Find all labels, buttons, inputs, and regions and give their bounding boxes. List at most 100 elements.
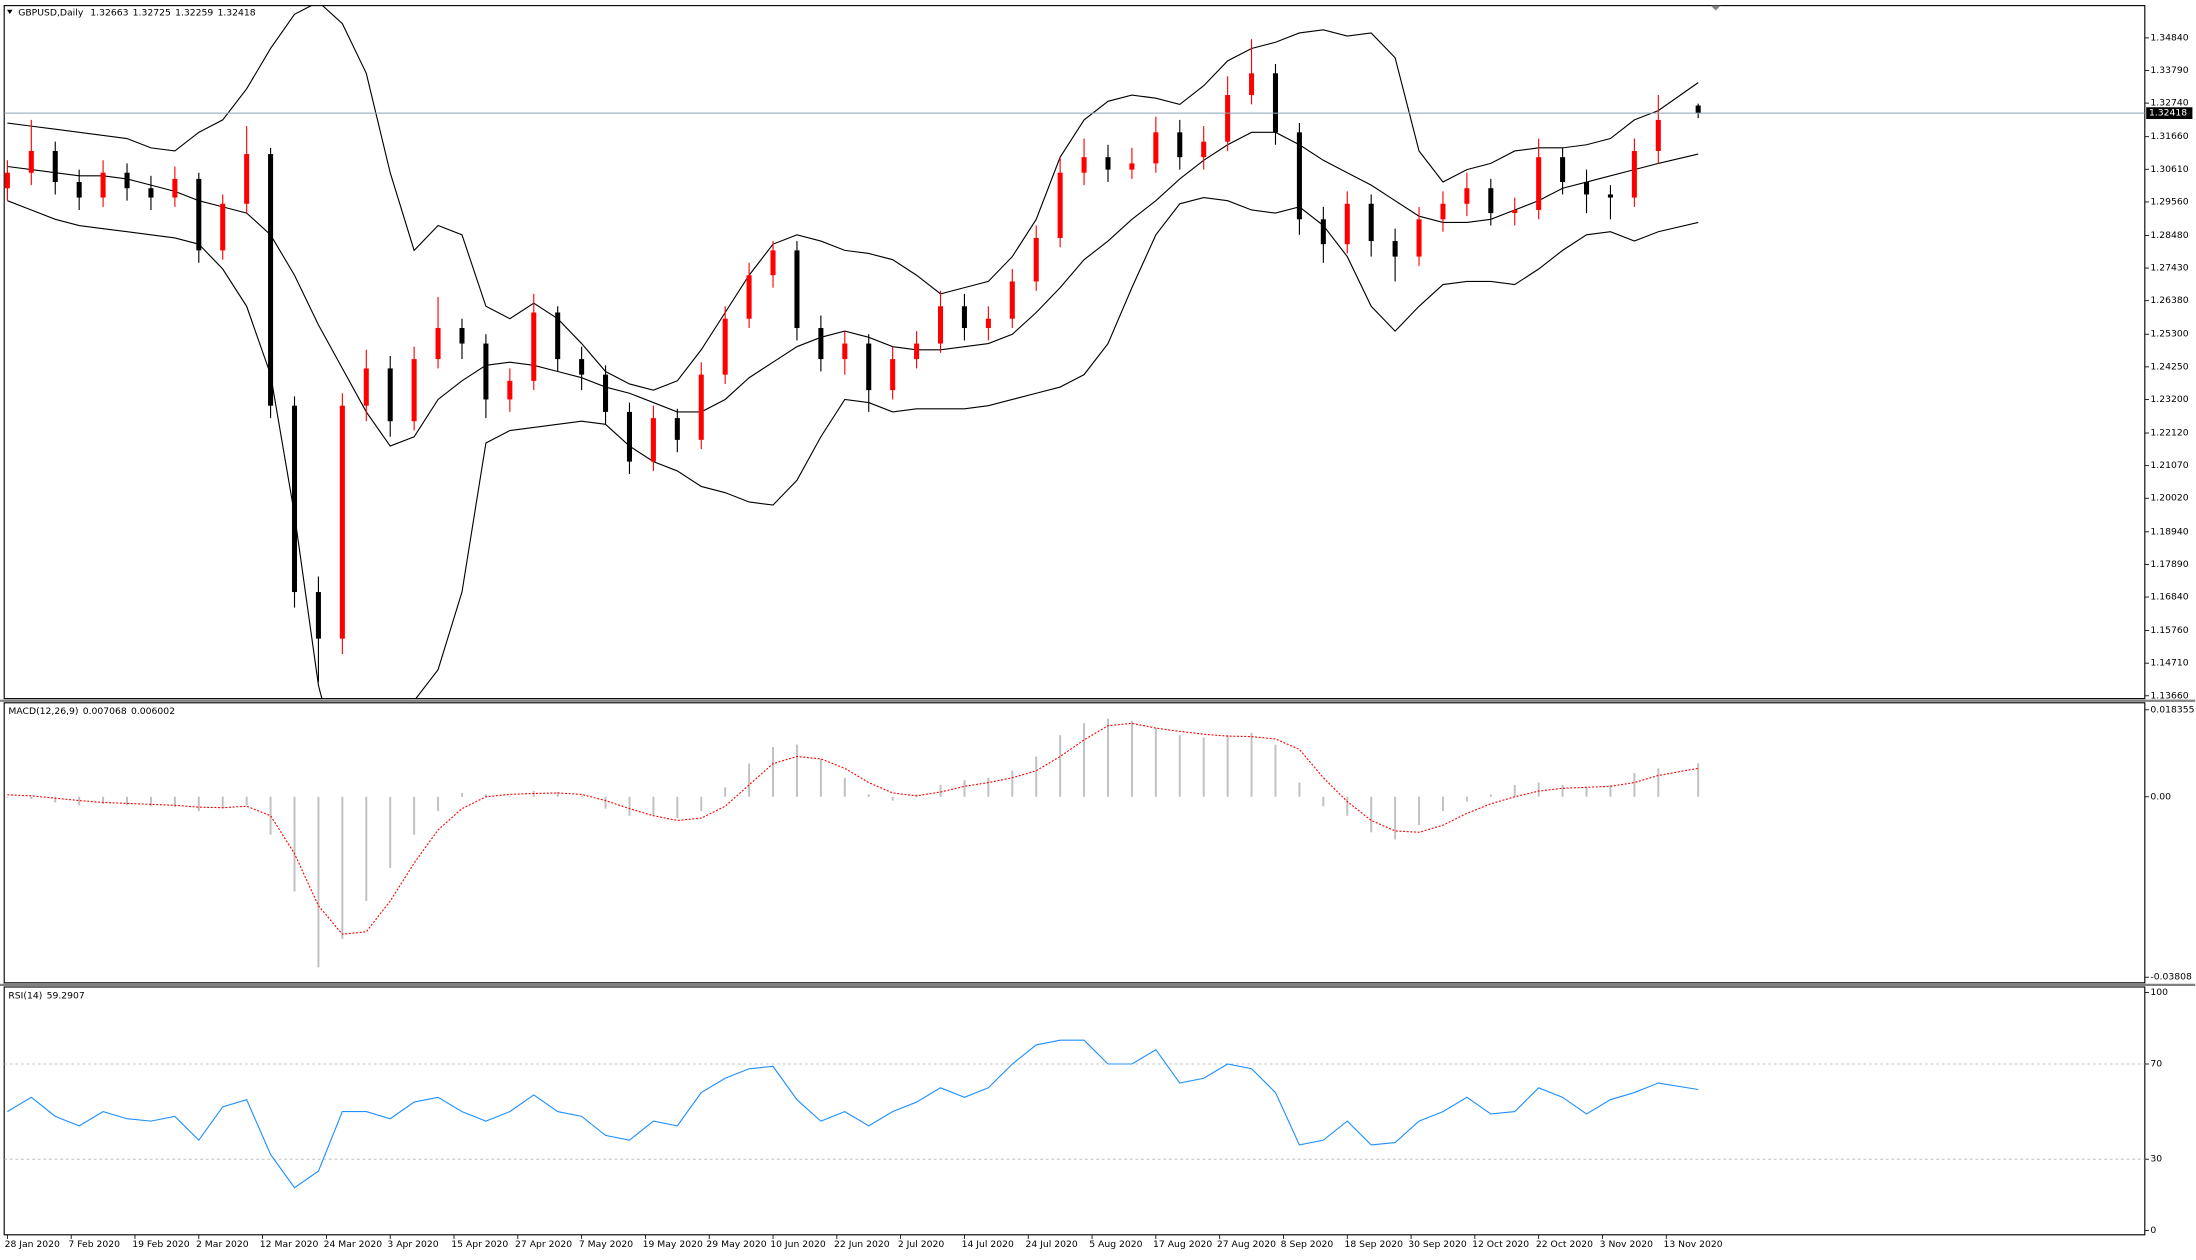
candle-body [1344, 203, 1350, 245]
candle-body [985, 318, 991, 329]
last-low: 1.32259 [175, 7, 213, 18]
y-tick-label: 1.20020 [2150, 493, 2188, 504]
candle-body [842, 343, 848, 360]
macd-bar [1226, 735, 1229, 797]
rsi-header: RSI(14) 59.2907 [8, 990, 84, 1001]
x-tick-label: 15 Apr 2020 [451, 1239, 508, 1250]
x-tick-label: 2 Jul 2020 [898, 1239, 945, 1250]
x-tick-label: 3 Apr 2020 [387, 1239, 438, 1250]
y-tick-label: 1.16840 [2150, 592, 2188, 603]
candle-body [1009, 281, 1015, 319]
macd-bar [676, 796, 679, 819]
bollinger-band [7, 196, 1699, 699]
x-tick-label: 27 Aug 2020 [1217, 1239, 1276, 1250]
candle-body [28, 150, 34, 173]
candle-body [698, 374, 704, 440]
candle-body [507, 380, 513, 400]
candle-body [603, 374, 609, 412]
candle-body [555, 312, 561, 360]
candle-body [339, 405, 345, 639]
menu-arrow[interactable] [7, 9, 13, 14]
y-tick-label: 1.13660 [2150, 690, 2188, 701]
y-tick-label: 1.27430 [2150, 263, 2188, 274]
x-tick-label: 28 Jan 2020 [5, 1239, 60, 1250]
rsi-title: RSI(14) [8, 990, 42, 1001]
candle-body [1296, 132, 1302, 220]
candle-body [52, 150, 58, 183]
macd-bar [1370, 796, 1373, 833]
macd-bar [341, 796, 344, 939]
candle-body [363, 368, 369, 406]
macd-bar [1274, 744, 1277, 797]
macd-bar [1697, 763, 1700, 797]
macd-bar [269, 796, 272, 835]
candle-body [1464, 188, 1470, 204]
y-tick-label: 1.23200 [2150, 394, 2188, 405]
macd-bar [149, 796, 152, 807]
x-tick-label: 2 Mar 2020 [196, 1239, 249, 1250]
y-tick-label: 1.25300 [2150, 329, 2188, 340]
x-tick-label: 12 Mar 2020 [260, 1239, 319, 1250]
candle-body [1584, 182, 1590, 195]
candle-body [1249, 73, 1255, 96]
candle-body [866, 343, 872, 391]
macd-bar [1513, 784, 1516, 797]
macd-bar [1657, 768, 1660, 797]
macd-bar [819, 758, 822, 797]
macd-bar [1298, 782, 1301, 797]
y-tick-label: -0.03808 [2150, 972, 2192, 983]
y-tick-label: 1.15760 [2150, 625, 2188, 636]
macd-histogram [6, 718, 1700, 968]
candle-body [579, 359, 585, 375]
candles [4, 39, 1701, 683]
macd-bar [939, 784, 942, 797]
x-tick-label: 8 Sep 2020 [1281, 1239, 1334, 1250]
candle-body [291, 405, 298, 593]
candle-body [1201, 141, 1207, 158]
symbol: GBPUSD,Daily [18, 7, 84, 18]
y-tick-label: 1.33790 [2150, 65, 2188, 76]
x-tick-label: 10 Jun 2020 [770, 1239, 826, 1250]
last-open: 1.32663 [90, 7, 128, 18]
macd-bar [1537, 782, 1540, 797]
y-tick-label: 0 [2150, 1225, 2156, 1236]
candle-body [1368, 203, 1374, 242]
macd-bar [556, 792, 559, 797]
macd-signal-line [7, 722, 1699, 935]
macd-bar [508, 795, 511, 797]
y-tick-label: 1.22120 [2150, 428, 2188, 439]
y-tick-label: 1.32740 [2150, 98, 2188, 109]
y-tick-label: 1.30610 [2150, 164, 2188, 175]
y-tick-label: 1.14710 [2150, 658, 2188, 669]
macd-bar [1059, 735, 1062, 797]
signal-value: 0.006002 [131, 706, 175, 717]
macd-bar [389, 796, 392, 868]
x-tick-label: 12 Oct 2020 [1472, 1239, 1529, 1250]
bollinger-band [7, 5, 1699, 391]
candle-body [387, 368, 393, 422]
x-tick-label: 19 Feb 2020 [132, 1239, 190, 1250]
price-panel [3, 5, 2146, 700]
candle-body [531, 312, 537, 381]
candle-body [1416, 219, 1422, 257]
x-tick-label: 18 Sep 2020 [1344, 1239, 1403, 1250]
y-tick-label: 1.34840 [2150, 32, 2188, 43]
last-close: 1.32418 [217, 7, 255, 18]
macd-bar [1346, 796, 1349, 816]
macd-bar [963, 780, 966, 797]
macd-bar [1585, 787, 1588, 797]
macd-bar [461, 792, 463, 797]
macd-bar [1130, 720, 1133, 797]
macd-bar [1107, 718, 1109, 797]
candle-body [650, 418, 656, 462]
candle-body [937, 306, 944, 344]
macd-bar [197, 796, 200, 811]
macd-header: MACD(12,26,9) 0.007068 0.006002 [8, 706, 175, 717]
candle-body [483, 343, 489, 400]
candle-body [1392, 241, 1398, 257]
y-tick-label: 30 [2150, 1154, 2162, 1165]
x-tick-label: 24 Mar 2020 [324, 1239, 383, 1250]
candle-body [435, 328, 441, 360]
y-tick-label: 1.26380 [2150, 295, 2188, 306]
candle-body [1440, 203, 1446, 220]
